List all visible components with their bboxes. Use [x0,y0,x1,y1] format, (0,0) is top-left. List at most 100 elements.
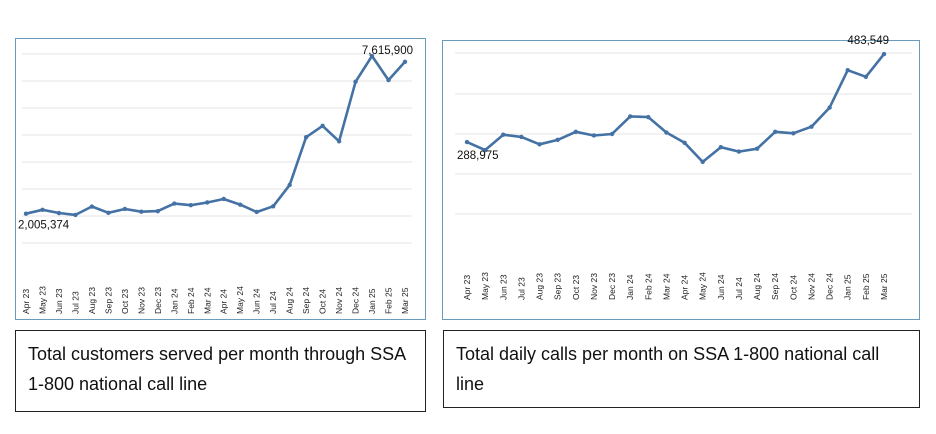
data-point [718,145,724,150]
gridlines-calls [455,52,912,215]
chart-caption-calls: Total daily calls per month on SSA 1-800… [443,330,920,408]
x-tick-label: Oct 23 [571,275,581,300]
x-tick-label: Feb 24 [186,287,196,314]
data-point [791,131,796,136]
data-point [736,149,742,154]
data-point [519,134,524,140]
data-point [609,131,615,137]
series-line-customers [25,54,406,217]
x-tick-label: Jul 23 [70,291,80,314]
x-tick-label: Sep 23 [103,287,113,314]
x-tick-label: Apr 24 [680,275,690,300]
data-point [646,114,651,120]
x-tick-label: Mar 25 [879,273,889,300]
data-point [270,204,276,209]
data-point [221,196,226,202]
chart-calls: Apr 23 May 23 Jun 23 Jul 23 Aug 23 Sep 23 Oct … [455,35,912,300]
x-tick-label: Mar 24 [202,287,212,314]
x-tick-label: Jul 24 [268,291,278,314]
data-point [73,212,78,218]
data-point [287,182,292,188]
data-point [537,142,542,147]
data-point [320,123,325,129]
x-tick-label: Aug 23 [535,273,545,300]
x-tick-label: Jun 23 [54,288,64,314]
x-tick-label: Dec 24 [351,287,361,314]
x-tick-label: Feb 25 [861,273,871,300]
data-point [40,207,45,212]
data-point [881,51,887,57]
x-tick-label: Feb 25 [384,287,394,314]
caption-text-calls: Total daily calls per month on SSA 1-800… [456,344,880,394]
data-point [353,79,358,84]
data-label: 2,005,374 [18,220,70,232]
data-label: 288,975 [457,150,499,162]
data-point [106,210,111,215]
x-tick-label: Mar 25 [400,287,410,314]
data-point [238,202,243,207]
x-tick-label: Jul 24 [734,277,744,300]
x-tick-label: Nov 23 [136,287,146,314]
data-point [386,77,391,83]
x-tick-label: Jun 23 [498,274,508,300]
data-point [627,114,633,119]
data-point [188,202,193,208]
data-point [23,211,29,216]
data-point [827,105,832,110]
data-point [482,147,488,153]
chart-panel-customers [15,38,426,320]
x-tick-label: Oct 24 [788,275,798,300]
x-tick-label: Nov 24 [334,287,344,314]
data-point [664,130,669,135]
x-tick-label: Apr 24 [219,289,229,314]
series-line-calls [466,53,886,164]
x-tick-label: Sep 24 [770,273,780,300]
data-label: 483,549 [847,35,889,47]
data-point [809,124,814,129]
data-point [172,201,177,206]
x-tick-label: May 24 [235,286,245,314]
x-tick-label: May 24 [698,272,708,300]
data-point [773,129,778,134]
data-point [254,209,259,215]
data-point [555,137,560,143]
chart-customers: Apr 23 May 23 Jun 23 Jul 23 Aug 23 Sep 23 Oct … [18,45,413,314]
data-point [591,133,597,138]
x-tick-label: Jan 25 [367,288,377,314]
x-tick-label: Mar 24 [661,273,671,300]
x-tick-label: Oct 24 [318,289,328,314]
x-tick-label: Oct 23 [120,289,130,314]
x-tick-label: Aug 24 [752,273,762,300]
data-point [754,146,760,151]
data-point [501,132,506,137]
x-tick-label: Dec 24 [825,273,835,300]
x-tick-label: Jun 24 [716,274,726,300]
gridlines-customers [22,53,412,244]
x-tick-label: Apr 23 [21,289,31,314]
data-label: 7,615,900 [362,45,413,57]
data-point [303,135,309,140]
data-point [122,206,128,212]
x-tick-label: Sep 23 [553,273,563,300]
x-tick-label: Apr 23 [462,275,472,300]
data-point [89,204,95,209]
data-point [402,59,408,65]
x-tick-label: Nov 23 [589,273,599,300]
x-tick-label: Dec 23 [607,273,617,300]
x-tick-label: May 23 [480,272,490,300]
x-tick-label: Jul 23 [516,277,526,300]
data-point [139,209,144,214]
x-tick-label: Sep 24 [301,287,311,314]
x-tick-label: Aug 24 [285,287,295,314]
x-tick-label: Jun 24 [252,288,262,314]
data-point [336,139,342,144]
data-point [573,129,578,134]
data-point [155,208,161,214]
data-point [863,74,869,80]
chart-caption-customers: Total customers served per month through… [15,330,426,412]
data-point [845,68,850,73]
data-point [700,159,705,165]
x-tick-label: May 23 [37,286,47,314]
data-point [682,140,687,145]
